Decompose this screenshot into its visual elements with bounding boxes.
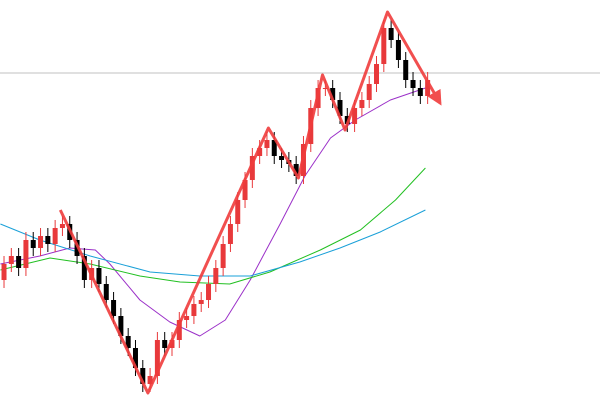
candle-body xyxy=(220,244,226,268)
moving-average-line xyxy=(0,87,426,337)
candle-body xyxy=(81,256,87,280)
candle-body xyxy=(8,256,14,264)
candle-body xyxy=(213,268,219,284)
candle-body xyxy=(249,156,255,180)
candle-body xyxy=(176,320,182,340)
zigzag-line xyxy=(58,10,442,395)
candle-body xyxy=(45,236,51,244)
candle-body xyxy=(191,304,197,316)
candle-body xyxy=(352,108,358,124)
candle-body xyxy=(235,200,241,224)
candle-body xyxy=(38,236,44,248)
candle-body xyxy=(184,316,190,320)
candle-body xyxy=(30,240,36,248)
candle-body xyxy=(257,148,263,156)
candle-body xyxy=(169,340,175,348)
candle-body xyxy=(395,40,401,60)
candle-body xyxy=(279,156,285,160)
candle-body xyxy=(366,84,372,100)
candle-body xyxy=(23,240,29,268)
candle-body xyxy=(322,88,328,89)
candle-body xyxy=(16,256,22,268)
candle-body xyxy=(242,180,248,200)
candle-body xyxy=(118,316,124,336)
candle-body xyxy=(417,88,423,96)
candle-body xyxy=(227,224,233,244)
candle-body xyxy=(410,80,416,88)
candle-body xyxy=(206,284,212,300)
moving-average-line xyxy=(0,209,426,277)
candle-body xyxy=(111,300,117,316)
candle-body xyxy=(52,228,58,244)
candle-body xyxy=(359,100,365,108)
candle-body xyxy=(293,164,299,176)
candle-body xyxy=(264,140,270,148)
candle-body xyxy=(132,348,138,368)
candle-body xyxy=(147,376,153,384)
candle-body xyxy=(140,368,146,384)
candle-body xyxy=(374,64,380,84)
candle-body xyxy=(271,140,277,156)
candle-body xyxy=(403,60,409,80)
candle-body xyxy=(162,340,168,348)
candle-body xyxy=(103,284,109,300)
candle-body xyxy=(59,224,65,228)
candle-body xyxy=(330,88,336,100)
candle-body xyxy=(337,100,343,116)
candle-body xyxy=(425,80,431,96)
candle-body xyxy=(198,300,204,304)
candle-body xyxy=(125,336,131,348)
candle-body xyxy=(96,268,102,284)
candle-body xyxy=(388,28,394,40)
candle-body xyxy=(381,28,387,64)
candle-body xyxy=(154,340,160,376)
candle-body xyxy=(1,264,7,280)
